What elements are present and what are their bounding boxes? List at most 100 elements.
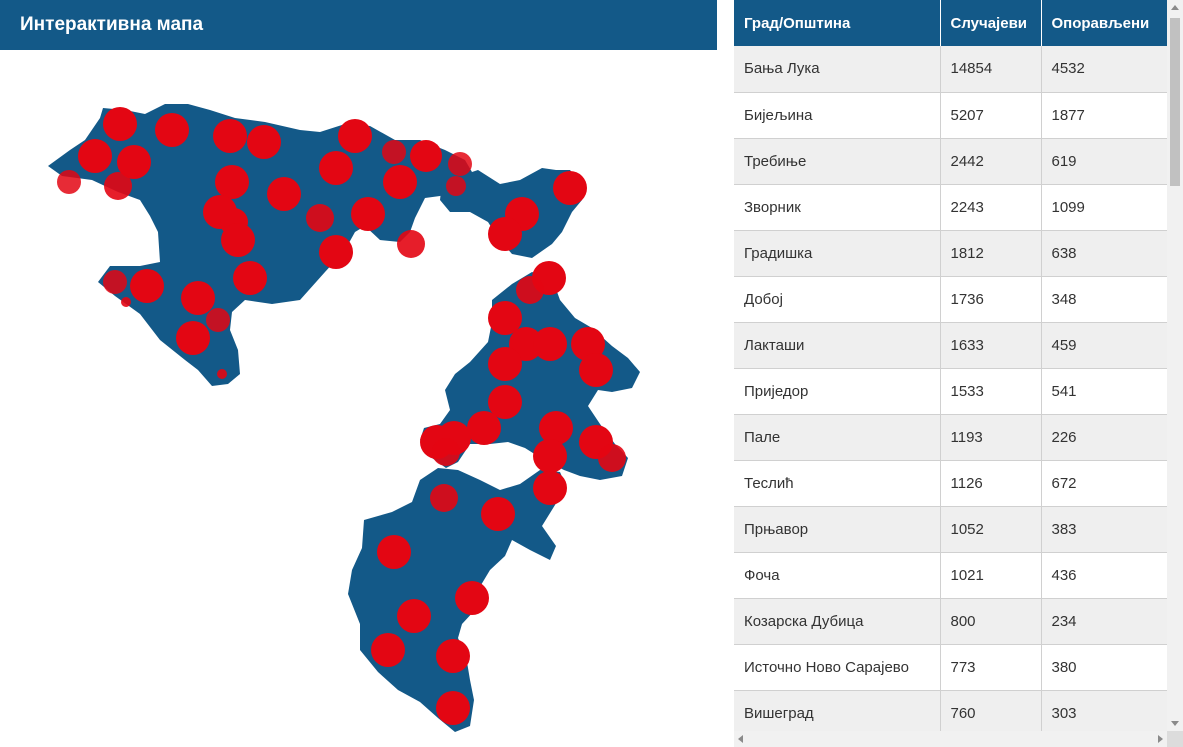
map-panel: Интерактивна мапа — [0, 0, 717, 747]
statistics-table-panel[interactable]: Град/Општина Случајеви Опорављени Бања Л… — [734, 0, 1183, 747]
vertical-scroll-thumb[interactable] — [1170, 18, 1180, 186]
map-marker — [121, 297, 131, 307]
table-row[interactable]: Вишеград 760 303 — [734, 690, 1168, 737]
cell-city: Пале — [734, 414, 941, 461]
cell-recovered: 619 — [1041, 138, 1168, 185]
cell-city: Добој — [734, 276, 941, 323]
cell-cases: 760 — [940, 690, 1042, 737]
region-north-west — [48, 104, 472, 386]
interactive-map[interactable] — [0, 50, 717, 747]
map-marker — [319, 151, 353, 185]
cell-cases: 14854 — [940, 46, 1042, 93]
table-row[interactable]: Источно Ново Сарајево 773 380 — [734, 644, 1168, 691]
cell-cases: 2442 — [940, 138, 1042, 185]
panel-divider — [717, 0, 734, 747]
map-marker — [103, 270, 127, 294]
map-marker — [488, 217, 522, 251]
cell-cases: 2243 — [940, 184, 1042, 231]
cell-recovered: 672 — [1041, 460, 1168, 507]
table-row[interactable]: Требиње 2442 619 — [734, 138, 1168, 185]
cell-city: Градишка — [734, 230, 941, 277]
vertical-scrollbar[interactable] — [1167, 0, 1183, 731]
map-marker — [371, 633, 405, 667]
cell-cases: 1126 — [940, 460, 1042, 507]
table-row[interactable]: Градишка 1812 638 — [734, 230, 1168, 277]
cell-city: Прњавор — [734, 506, 941, 553]
cell-cases: 1812 — [940, 230, 1042, 277]
cell-city: Лакташи — [734, 322, 941, 369]
table-row[interactable]: Зворник 2243 1099 — [734, 184, 1168, 231]
cell-city: Фоча — [734, 552, 941, 599]
cell-cases: 1533 — [940, 368, 1042, 415]
table-row[interactable]: Бања Лука 14854 4532 — [734, 46, 1168, 93]
cell-city: Источно Ново Сарајево — [734, 644, 941, 691]
map-marker — [488, 385, 522, 419]
map-marker — [430, 484, 458, 512]
map-marker — [78, 139, 112, 173]
cell-cases: 800 — [940, 598, 1042, 645]
cell-city: Требиње — [734, 138, 941, 185]
map-marker — [213, 119, 247, 153]
map-marker — [57, 170, 81, 194]
scrollbar-corner — [1167, 731, 1183, 747]
table-row[interactable]: Теслић 1126 672 — [734, 460, 1168, 507]
table-row[interactable]: Бијељина 5207 1877 — [734, 92, 1168, 139]
map-marker — [383, 165, 417, 199]
cell-cases: 1021 — [940, 552, 1042, 599]
map-marker — [410, 140, 442, 172]
map-marker — [217, 369, 227, 379]
scroll-right-arrow-icon[interactable] — [1158, 735, 1163, 743]
map-marker — [351, 197, 385, 231]
case-markers[interactable] — [57, 107, 626, 725]
header-cases[interactable]: Случајеви — [940, 0, 1042, 46]
map-title: Интерактивна мапа — [20, 14, 204, 35]
header-city[interactable]: Град/Општина — [734, 0, 941, 46]
map-marker — [103, 107, 137, 141]
cell-recovered: 383 — [1041, 506, 1168, 553]
map-marker — [181, 281, 215, 315]
cell-cases: 1052 — [940, 506, 1042, 553]
statistics-table: Град/Општина Случајеви Опорављени Бања Л… — [734, 0, 1168, 747]
map-marker — [215, 165, 249, 199]
map-marker — [117, 145, 151, 179]
map-marker — [176, 321, 210, 355]
cell-cases: 773 — [940, 644, 1042, 691]
map-marker — [539, 411, 573, 445]
cell-cases: 1633 — [940, 322, 1042, 369]
map-marker — [533, 471, 567, 505]
table-row[interactable]: Приједор 1533 541 — [734, 368, 1168, 415]
map-marker — [397, 599, 431, 633]
map-marker — [488, 301, 522, 335]
map-marker — [481, 497, 515, 531]
horizontal-scrollbar[interactable] — [734, 731, 1167, 747]
table-row[interactable]: Добој 1736 348 — [734, 276, 1168, 323]
cell-recovered: 303 — [1041, 690, 1168, 737]
map-marker — [448, 152, 472, 176]
table-row[interactable]: Фоча 1021 436 — [734, 552, 1168, 599]
map-marker — [382, 140, 406, 164]
map-marker — [553, 171, 587, 205]
map-marker — [267, 177, 301, 211]
map-marker — [488, 347, 522, 381]
cell-recovered: 459 — [1041, 322, 1168, 369]
scroll-up-arrow-icon[interactable] — [1171, 5, 1179, 10]
map-marker — [533, 439, 567, 473]
table-header-row: Град/Општина Случајеви Опорављени — [734, 0, 1168, 46]
scroll-down-arrow-icon[interactable] — [1171, 721, 1179, 726]
cell-recovered: 436 — [1041, 552, 1168, 599]
map-marker — [432, 438, 460, 466]
cell-recovered: 1877 — [1041, 92, 1168, 139]
table-row[interactable]: Лакташи 1633 459 — [734, 322, 1168, 369]
map-marker — [436, 639, 470, 673]
table-row[interactable]: Прњавор 1052 383 — [734, 506, 1168, 553]
table-row[interactable]: Козарска Дубица 800 234 — [734, 598, 1168, 645]
map-marker — [338, 119, 372, 153]
cell-recovered: 1099 — [1041, 184, 1168, 231]
map-marker — [446, 176, 466, 196]
cell-cases: 5207 — [940, 92, 1042, 139]
cell-city: Бања Лука — [734, 46, 941, 93]
scroll-left-arrow-icon[interactable] — [738, 735, 743, 743]
table-row[interactable]: Пале 1193 226 — [734, 414, 1168, 461]
header-recovered[interactable]: Опорављени — [1041, 0, 1168, 46]
cell-cases: 1736 — [940, 276, 1042, 323]
